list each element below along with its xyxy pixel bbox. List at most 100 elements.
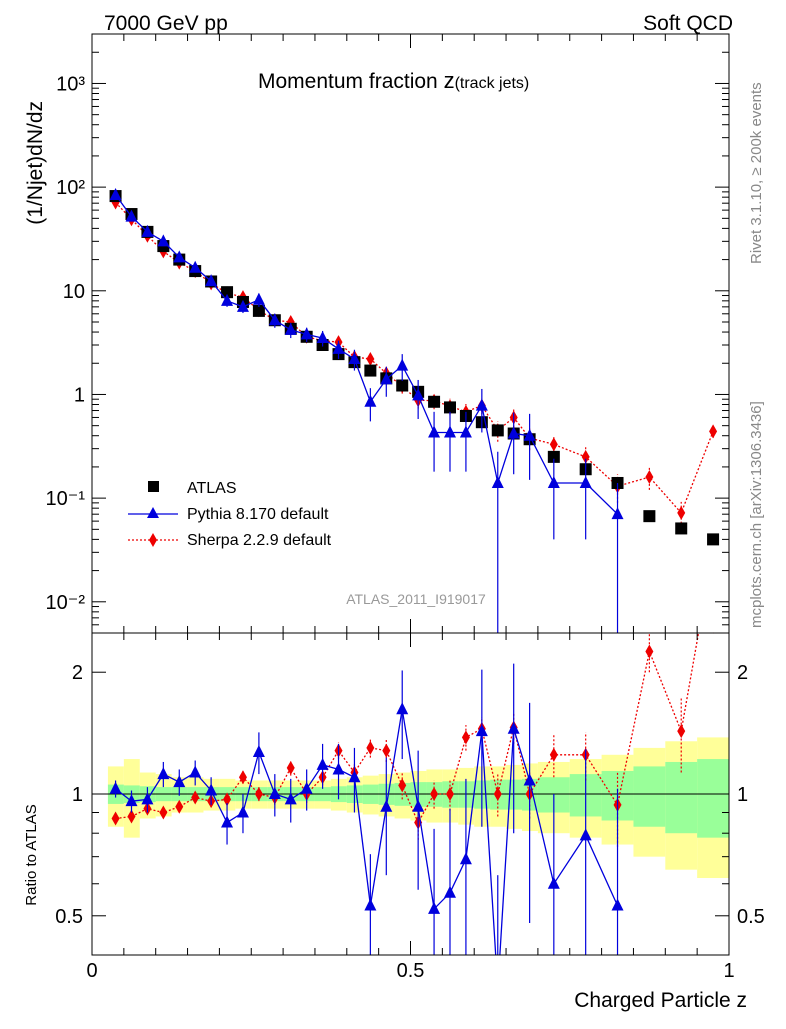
ratio-sherpa-point [127,809,136,824]
ratio-pythia-point [332,762,345,775]
ratio-pythia-point [141,792,154,805]
main-pythia-point [380,372,393,385]
main-pythia-point [268,313,281,326]
ratio-sherpa-point [398,778,407,793]
ratio-sherpa-point [175,799,184,814]
main-pythia-point [316,331,329,344]
main-ytick-label: 10² [56,177,85,199]
ratio-xtick-label: 0 [86,960,97,982]
ratio-pythia-point [443,885,456,898]
legend-label-sherpa: Sherpa 2.2.9 default [187,532,332,549]
ratio-ytick-label-right: 2 [737,662,748,684]
main-ytick-label: 1 [74,384,85,406]
ratio-pythia-point [475,724,488,737]
legend-marker-pythia [147,507,159,518]
main-pythia-point [236,299,249,312]
ratio-xtick-label: 0.5 [397,960,425,982]
ratio-sherpa-point [191,790,200,805]
ratio-ytick-label-left: 1 [72,784,83,806]
main-pythia-point [252,292,265,305]
main-pythia-point [205,274,218,287]
main-pythia-point [109,187,122,200]
ratio-pythia-point [364,898,377,911]
ratio-pythia-point [205,783,218,796]
main-ytick-label: 10³ [56,73,85,95]
ratio-pythia-point [579,828,592,841]
main-pythia-point [547,475,560,488]
main-pythia-point [412,388,425,401]
main-sherpa-point [366,351,375,366]
ratio-pythia-point [157,767,170,780]
main-atlas-point [364,364,377,377]
main-pythia-point [579,475,592,488]
main-pythia-point [491,475,504,488]
ratio-pythia-point [380,799,393,812]
main-sherpa-point [549,437,558,452]
rivet-label: Rivet 3.1.10, ≥ 200k events [748,82,765,264]
main-series-pythia [109,187,624,633]
ratio-pythia-point [396,702,409,715]
main-sherpa-point [645,469,654,484]
legend-label-pythia: Pythia 8.170 default [187,506,329,523]
ratio-pythia-point [412,799,425,812]
ratio-series-layer [109,633,700,955]
main-pythia-point [459,425,472,438]
main-pythia-point [443,425,456,438]
main-pythia-point [173,250,186,263]
ratio-pythia-point [221,815,234,828]
ratio-pythia-point [189,765,202,778]
ratio-ytick-label-right: 1 [737,784,748,806]
main-pythia-point [611,507,624,520]
main-sherpa-point [581,449,590,464]
ratio-pythia-point [284,792,297,805]
ratio-sherpa-point [549,747,558,762]
main-atlas-point [643,510,656,523]
ratio-sherpa-point [645,644,654,659]
main-sherpa-point [709,424,718,439]
ratio-pythia-point [611,898,624,911]
ratio-pythia-point [547,876,560,889]
main-atlas-point [252,304,265,317]
main-ytick-label: 10 [63,281,85,303]
main-atlas-point [443,401,456,414]
ratio-ytick-label-right: 0.5 [737,906,765,928]
ratio-axes: 0 0.5 1 0.5 0.5 1 1 2 2 [55,632,765,982]
energy-label: 7000 GeV pp [104,12,228,35]
ratio-sherpa-point [286,760,295,775]
ratio-pythia-point [428,901,441,914]
main-pythia-point [141,224,154,237]
ratio-pythia-point [125,794,138,807]
main-pythia-point [284,322,297,335]
ratio-sherpa-point [430,787,439,801]
main-sherpa-point [677,505,686,520]
legend-marker-atlas [148,481,159,492]
ratio-sherpa-point [493,787,502,801]
ratio-sherpa-point [382,743,391,758]
ratio-pythia-point [252,745,265,758]
main-pythia-point [125,209,138,222]
main-atlas-point [675,522,688,535]
ratio-series-sherpa [111,633,700,847]
ratio-ytick-label-left: 0.5 [55,906,83,928]
ratio-ylabel: Ratio to ATLAS [23,804,40,905]
ratio-pythia-point [236,805,249,818]
ratio-pythia-point [268,787,281,799]
main-pythia-point [364,394,377,407]
ratio-sherpa-point [111,811,120,826]
main-title-var: z [444,68,455,93]
main-pythia-point [523,428,536,441]
x-axis-label: Charged Particle z [574,989,747,1012]
legend: ATLAS Pythia 8.170 default Sherpa 2.2.9 … [128,480,332,549]
main-axes: 10⁻² 10⁻¹ 1 10 10² 10³ [46,33,730,634]
main-title-sub: (track jets) [455,75,530,92]
ratio-ytick-label-left: 2 [72,662,83,684]
main-pythia-line [115,194,618,515]
main-pythia-point [189,260,202,273]
ratio-series-pythia [109,663,624,955]
ratio-xtick-label: 1 [723,960,734,982]
ratio-sherpa-point [223,792,232,807]
main-atlas-point [396,379,409,392]
ratio-sherpa-point [366,740,375,755]
